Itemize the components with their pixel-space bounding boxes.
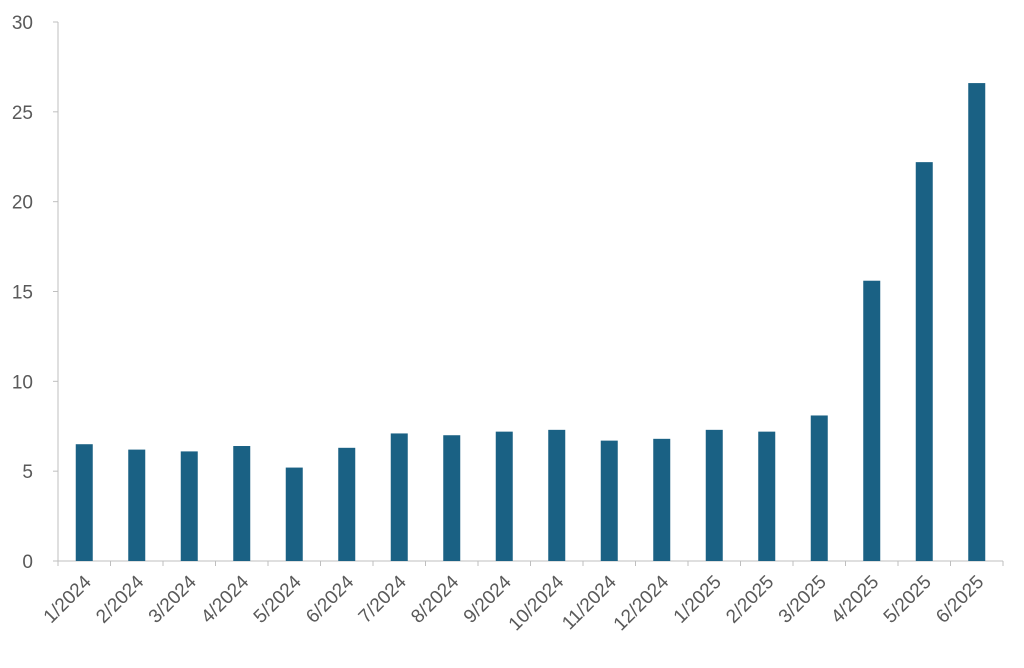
y-tick-label: 5 (22, 462, 33, 483)
bar (338, 447, 356, 561)
bar (548, 429, 566, 561)
bar (758, 431, 776, 561)
x-tick-label: 6/2025 (932, 572, 988, 628)
bars (75, 83, 986, 561)
x-tick-label: 5/2024 (250, 571, 306, 627)
x-axis: 1/20242/20243/20244/20245/20246/20247/20… (40, 560, 1004, 635)
x-tick-label: 12/2024 (610, 571, 674, 635)
x-tick-label: 2/2025 (722, 572, 778, 628)
x-tick-label: 8/2024 (407, 571, 463, 627)
y-tick-label: 15 (12, 283, 33, 304)
bar (863, 280, 881, 561)
x-tick-label: 3/2025 (775, 572, 831, 628)
x-tick-label: 3/2024 (145, 571, 201, 627)
y-tick-label: 30 (12, 13, 33, 34)
bar (390, 433, 408, 561)
bar (705, 429, 723, 561)
bar (810, 415, 828, 561)
bar (233, 446, 251, 561)
y-axis: 0 5 10 15 20 25 30 (12, 13, 59, 573)
x-tick-label: 1/2024 (40, 571, 96, 627)
x-tick-label: 1/2025 (670, 572, 726, 628)
bar (443, 435, 461, 561)
x-tick-label: 5/2025 (880, 572, 936, 628)
x-tick-label: 7/2024 (355, 571, 411, 627)
y-tick-label: 25 (12, 103, 33, 124)
bar (968, 83, 986, 561)
bar (128, 449, 146, 561)
x-tick-label: 6/2024 (302, 571, 358, 627)
bar (180, 451, 198, 561)
bar (653, 438, 671, 561)
x-tick-label: 4/2024 (197, 571, 253, 627)
bar (75, 444, 93, 561)
x-tick-label: 4/2025 (827, 572, 883, 628)
bar (495, 431, 513, 561)
x-tick-label: 10/2024 (505, 571, 569, 635)
bar (600, 440, 618, 561)
x-tick-label: 2/2024 (92, 571, 148, 627)
bar (285, 467, 303, 561)
y-tick-label: 10 (12, 372, 33, 393)
x-tick-label: 11/2024 (558, 571, 621, 634)
y-tick-label: 0 (22, 552, 33, 573)
bar (915, 162, 933, 561)
y-tick-label: 20 (12, 193, 33, 214)
